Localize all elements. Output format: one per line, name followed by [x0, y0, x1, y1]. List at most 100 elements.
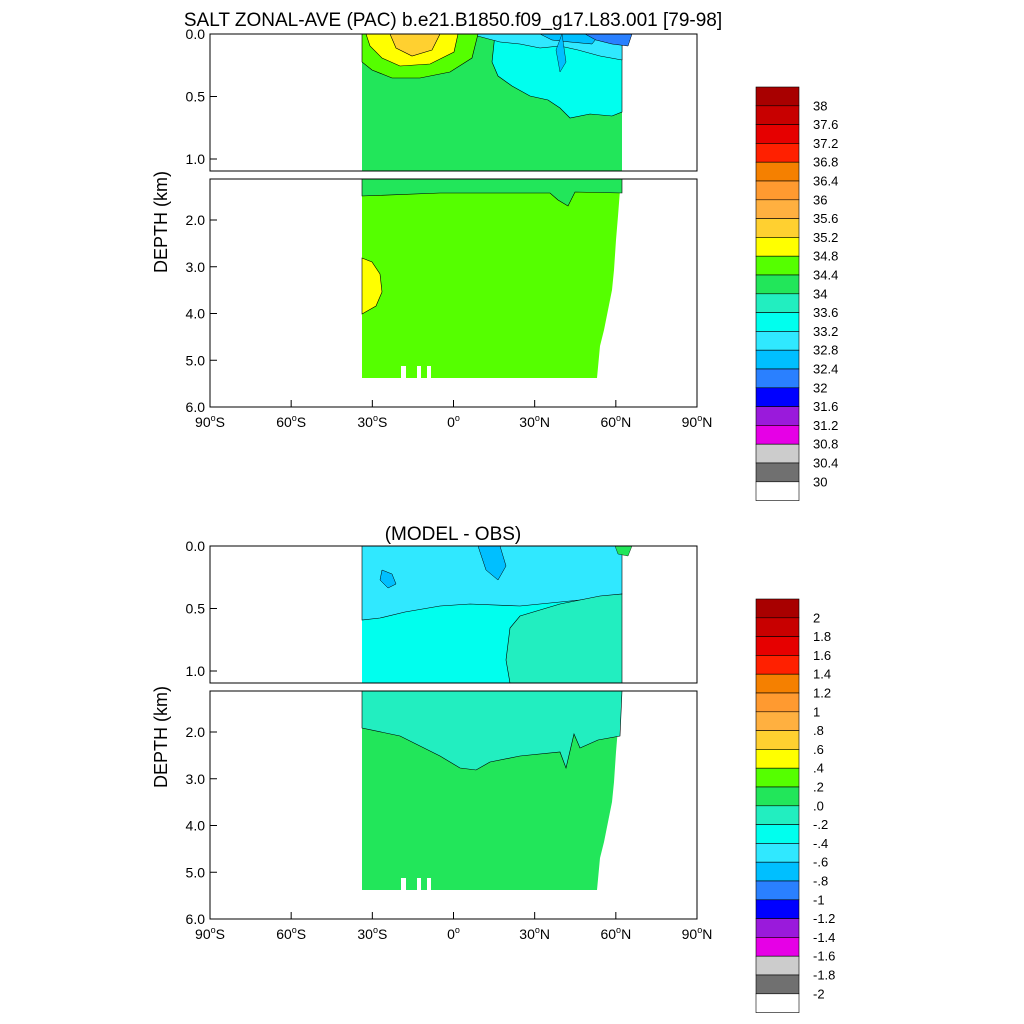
x-tick-label: 0o — [447, 925, 460, 942]
colorbar-swatch — [755, 899, 800, 919]
salt-bathymetry-gap — [427, 366, 431, 378]
salt-plot: SALT ZONAL-AVE (PAC) b.e21.B1850.f09_g17… — [151, 10, 838, 501]
colorbar-label: 36.8 — [813, 155, 838, 170]
x-tick-label: 30oN — [519, 413, 550, 430]
diff-y-axis-label: DEPTH (km) — [151, 686, 171, 788]
x-tick-label: 90oN — [682, 413, 713, 430]
x-tick-label: 30oN — [519, 925, 550, 942]
diff-positive-patch — [614, 546, 633, 557]
y-tick-label: 0.0 — [186, 538, 206, 554]
x-tick-label: 60oN — [600, 925, 631, 942]
colorbar-swatch — [755, 443, 800, 464]
colorbar-label: .6 — [813, 742, 824, 757]
diff-bathymetry-gap — [427, 878, 431, 890]
salt-y-axis-label: DEPTH (km) — [151, 171, 171, 273]
colorbar-swatch — [755, 387, 800, 407]
x-tick-label: 30oS — [357, 413, 387, 430]
colorbar-swatch — [755, 274, 800, 295]
diff-negative-surface — [361, 546, 623, 621]
x-tick-label: 60oS — [276, 925, 306, 942]
diff-y-ticks: 0.0 0.5 1.0 2.0 3.0 4.0 5.0 6.0 — [186, 538, 217, 927]
colorbar-label: 37.6 — [813, 117, 838, 132]
colorbar-label: 34 — [813, 286, 827, 301]
salt-plot-title: SALT ZONAL-AVE (PAC) b.e21.B1850.f09_g17… — [184, 10, 722, 31]
colorbar-swatch — [755, 425, 800, 445]
y-tick-label: 2.0 — [186, 724, 206, 740]
colorbar-swatch — [755, 786, 800, 807]
colorbar-swatch — [755, 974, 800, 995]
diff-near-zero-north — [505, 593, 623, 683]
colorbar-swatch — [755, 824, 800, 844]
y-tick-label: 2.0 — [186, 212, 206, 228]
colorbar-swatch — [755, 124, 800, 144]
colorbar-swatch — [755, 199, 800, 219]
colorbar-label: 35.6 — [813, 211, 838, 226]
colorbar-label: 30 — [813, 474, 827, 489]
colorbar-swatch — [755, 655, 800, 675]
colorbar-swatch — [755, 406, 800, 426]
colorbar-label: -1.2 — [813, 911, 835, 926]
colorbar-swatch — [755, 143, 800, 163]
colorbar-swatch — [755, 880, 800, 901]
y-tick-label: 6.0 — [186, 911, 206, 927]
colorbar-label: 31.6 — [813, 399, 838, 414]
y-tick-label: 3.0 — [186, 259, 206, 275]
x-tick-label: 90oN — [682, 925, 713, 942]
x-tick-label: 90oS — [195, 413, 225, 430]
diff-negative-patch — [477, 546, 507, 581]
diff-negative-patch — [379, 569, 397, 589]
colorbar-swatch — [755, 843, 800, 863]
colorbar-swatch — [755, 937, 800, 957]
diff-lower-field — [361, 691, 623, 890]
colorbar-label: 30.4 — [813, 456, 838, 471]
colorbar-swatch — [755, 105, 800, 125]
colorbar-swatch — [755, 692, 800, 713]
colorbar-label: 37.2 — [813, 136, 838, 151]
colorbar-label: .8 — [813, 723, 824, 738]
colorbar-label: 1.6 — [813, 648, 831, 663]
colorbar-label: 35.2 — [813, 230, 838, 245]
salt-x-ticks: 90oS 60oS 30oS 0o 30oN 60oN 90oN — [195, 400, 712, 430]
colorbar-swatch — [755, 349, 800, 370]
x-tick-label: 30oS — [357, 925, 387, 942]
colorbar-swatch — [755, 86, 800, 107]
colorbar-label: 32.4 — [813, 362, 838, 377]
colorbar-label: 36 — [813, 192, 827, 207]
colorbar-swatch — [755, 312, 800, 332]
salt-deep-saline-patch — [361, 257, 383, 315]
diff-x-ticks: 90oS 60oS 30oS 0o 30oN 60oN 90oN — [195, 912, 712, 942]
colorbar-swatch — [755, 293, 800, 313]
y-tick-label: 5.0 — [186, 864, 206, 880]
colorbar-label: 33.6 — [813, 305, 838, 320]
colorbar-swatch — [755, 237, 800, 257]
colorbar-swatch — [755, 805, 800, 825]
colorbar-label: -.2 — [813, 817, 828, 832]
diff-upper-field — [361, 546, 633, 683]
diff-plot: (MODEL - OBS) DEPTH (km) 0.00.51.02.03.0… — [151, 524, 835, 1013]
colorbar-label: 38 — [813, 98, 827, 113]
y-tick-label: 4.0 — [186, 306, 206, 322]
colorbar-label: -1.8 — [813, 968, 835, 983]
diff-bathymetry-gap — [417, 878, 421, 890]
x-tick-label: 60oN — [600, 413, 631, 430]
colorbar-label: -1.4 — [813, 930, 835, 945]
salt-fresh-tongue — [555, 34, 567, 73]
colorbar-swatch — [755, 462, 800, 483]
diff-colorbar: 21.81.61.41.21.8.6.4.2.0-.2-.4-.6-.8-1-1… — [755, 598, 835, 1013]
diff-bathymetry-gap — [401, 878, 406, 890]
colorbar-swatch — [755, 749, 800, 769]
salt-lower-field — [361, 179, 623, 378]
colorbar-label: 1 — [813, 704, 820, 719]
colorbar-swatch — [755, 711, 800, 731]
diff-upper-frame — [209, 545, 698, 684]
colorbar-label: .4 — [813, 761, 824, 776]
salt-subtropical-core — [389, 34, 441, 57]
diff-intermediate-layer — [361, 691, 623, 771]
colorbar-label: 2 — [813, 610, 820, 625]
colorbar-swatch — [755, 255, 800, 276]
colorbar-swatch — [755, 598, 800, 619]
salt-intermediate-layer — [361, 179, 623, 207]
colorbar-swatch — [755, 180, 800, 201]
colorbar-label: 1.8 — [813, 629, 831, 644]
